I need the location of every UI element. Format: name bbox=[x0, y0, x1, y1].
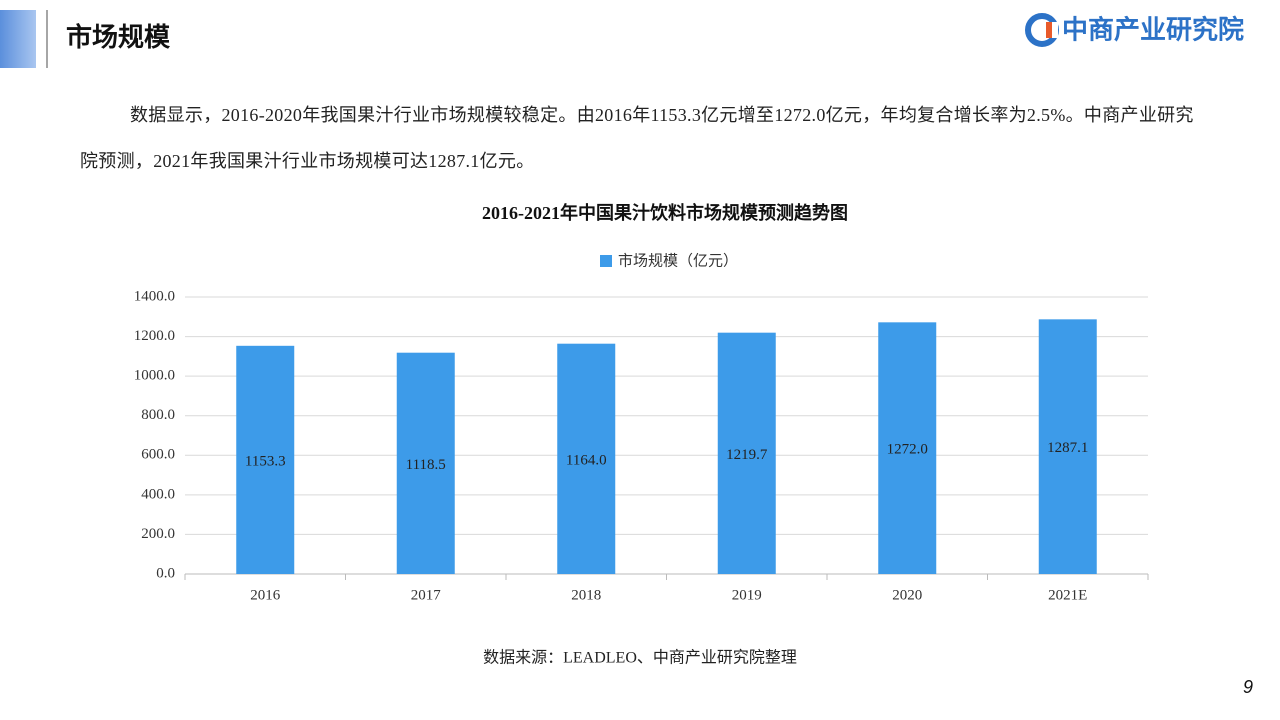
logo-icon bbox=[1025, 13, 1059, 47]
value-label: 1164.0 bbox=[566, 452, 607, 468]
x-tick-label: 2018 bbox=[571, 587, 601, 603]
bar bbox=[236, 345, 295, 574]
y-tick-label: 200.0 bbox=[141, 526, 175, 542]
logo-text: 中商产业研究院 bbox=[1062, 15, 1244, 46]
header-accent bbox=[0, 10, 36, 68]
y-tick-label: 400.0 bbox=[141, 486, 175, 502]
legend-swatch bbox=[600, 255, 612, 267]
header-title: 市场规模 bbox=[66, 22, 171, 52]
y-tick-label: 800.0 bbox=[141, 407, 175, 423]
y-tick-label: 1400.0 bbox=[134, 288, 175, 304]
legend-label: 市场规模（亿元） bbox=[618, 252, 738, 270]
bar bbox=[717, 332, 776, 574]
y-tick-label: 0.0 bbox=[156, 565, 175, 581]
y-tick-label: 1000.0 bbox=[134, 368, 175, 384]
bar bbox=[396, 352, 455, 574]
x-tick-label: 2020 bbox=[892, 587, 922, 603]
body-paragraph: 数据显示，2016-2020年我国果汁行业市场规模较稳定。由2016年1153.… bbox=[80, 105, 1194, 171]
chart-title: 2016-2021年中国果汁饮料市场规模预测趋势图 bbox=[482, 202, 848, 223]
bar bbox=[557, 343, 616, 574]
x-tick-label: 2019 bbox=[732, 587, 762, 603]
x-tick-label: 2017 bbox=[411, 587, 442, 603]
x-tick-label: 2016 bbox=[250, 587, 281, 603]
x-tick-label: 2021E bbox=[1048, 587, 1087, 603]
y-tick-label: 1200.0 bbox=[134, 328, 175, 344]
value-label: 1153.3 bbox=[245, 453, 286, 469]
bar bbox=[1038, 319, 1097, 574]
page-number: 9 bbox=[1243, 677, 1253, 697]
source-note: 数据来源：LEADLEO、中商产业研究院整理 bbox=[483, 649, 797, 667]
y-tick-label: 600.0 bbox=[141, 447, 175, 463]
value-label: 1219.7 bbox=[726, 447, 768, 463]
value-label: 1272.0 bbox=[887, 442, 928, 458]
value-label: 1118.5 bbox=[406, 457, 446, 473]
value-label: 1287.1 bbox=[1047, 440, 1088, 456]
bar bbox=[878, 322, 937, 574]
